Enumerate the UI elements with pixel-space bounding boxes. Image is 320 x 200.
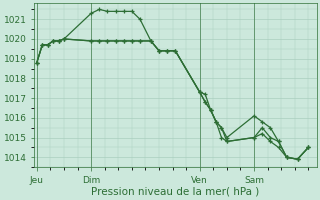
X-axis label: Pression niveau de la mer( hPa ): Pression niveau de la mer( hPa )	[91, 187, 260, 197]
